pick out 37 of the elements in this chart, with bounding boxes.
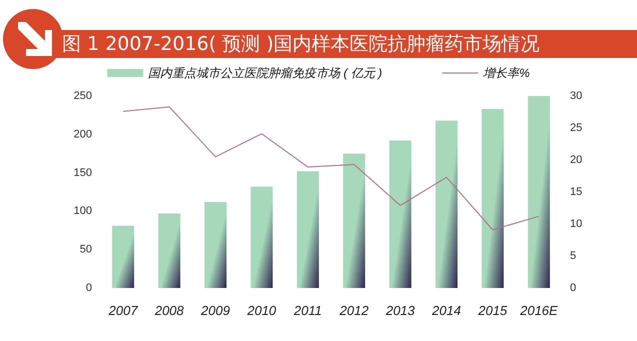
y2-tick-label: 20 [570,154,582,166]
x-tick-label: 2013 [384,303,416,318]
y2-tick-label: 0 [570,282,576,294]
x-tick-label: 2009 [200,303,230,318]
bar [528,96,550,288]
bar [389,140,412,288]
y2-tick-label: 30 [570,90,582,102]
y-tick-label: 100 [74,205,92,218]
y-tick-label: 250 [74,90,92,102]
bar [436,120,458,288]
y2-tick-label: 25 [570,122,582,134]
legend-label: 增长率% [483,66,530,80]
bar [296,171,319,288]
x-tick-label: 2008 [154,303,185,318]
x-tick-label: 2015 [477,303,508,318]
bar [112,226,134,288]
x-tick-label: 2007 [108,303,138,318]
y2-tick-label: 15 [570,186,582,198]
x-tick-label: 2011 [292,303,322,318]
line-series [122,106,540,230]
y-tick-label: 0 [86,282,92,294]
y2-tick-label: 10 [570,218,582,230]
x-tick-label: 2010 [246,303,277,318]
bar [204,202,226,288]
bar [250,186,273,288]
bar [158,214,180,288]
bar [343,154,366,288]
x-tick-label: 2014 [431,303,461,318]
legend-label: 国内重点城市公立医院肿瘤免疫市场 ( 亿元 ) [148,66,382,80]
y-tick-label: 50 [80,244,92,256]
chart-title: 图 1 2007-2016( 预测 )国内样本医院抗肿瘤药市场情况 [62,32,540,57]
bar [482,109,504,288]
y-tick-label: 200 [74,128,92,140]
y2-tick-label: 5 [570,250,576,262]
x-tick-label: 2012 [338,303,370,318]
y-tick-label: 150 [74,166,92,179]
x-tick-label: 2016E [519,303,558,318]
